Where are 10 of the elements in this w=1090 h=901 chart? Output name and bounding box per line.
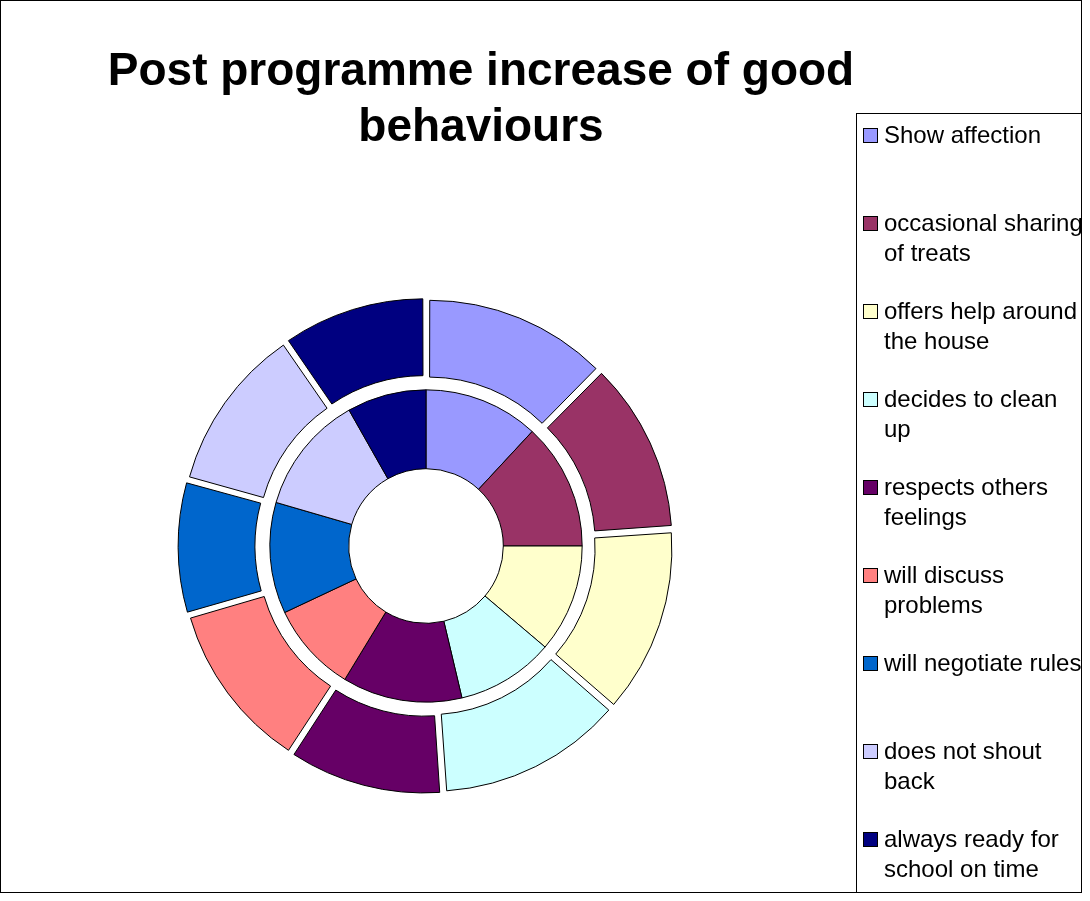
legend-label: offers help around the house xyxy=(884,296,1079,356)
legend-label: Show affection xyxy=(884,120,1041,150)
legend-label: does not shout back xyxy=(884,736,1043,796)
legend-label: will discuss problems xyxy=(884,560,1006,620)
legend-label: respects others feelings xyxy=(884,472,1050,532)
legend-label: decides to clean up xyxy=(884,384,1059,444)
legend-label: will negotiate rules xyxy=(884,648,1082,678)
legend-label: occasional sharing of treats xyxy=(884,208,1082,268)
chart-title: Post programme increase of good behaviours xyxy=(106,42,856,153)
legend-label: always ready for school on time xyxy=(884,824,1060,884)
